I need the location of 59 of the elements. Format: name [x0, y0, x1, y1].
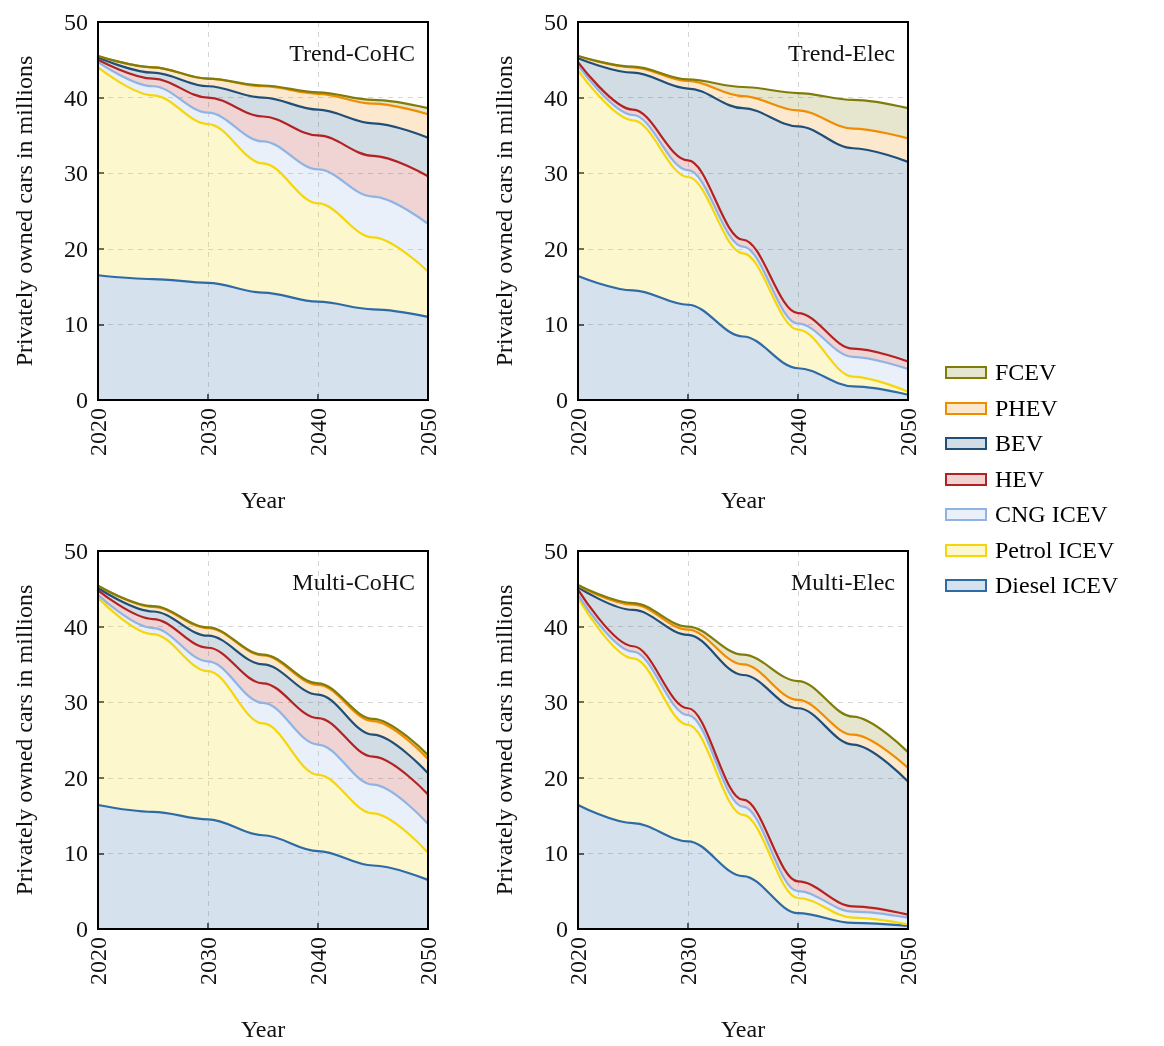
y-tick-label: 30	[544, 160, 568, 187]
y-tick-label: 10	[544, 311, 568, 338]
x-axis-title: Year	[720, 487, 766, 513]
x-axis-title: Year	[240, 487, 286, 513]
legend-label: CNG ICEV	[995, 500, 1108, 529]
y-tick-label: 20	[544, 235, 568, 262]
text: Multi-CoHC	[292, 569, 415, 595]
y-tick-label: 10	[64, 311, 88, 338]
legend-label: Petrol ICEV	[995, 535, 1115, 565]
y-tick-label: 20	[544, 764, 568, 791]
legend-label: FCEV	[995, 358, 1057, 387]
legend-label: BEV	[995, 429, 1043, 458]
x-tick-label: 2040	[305, 937, 331, 985]
y-axis-title: Privately owned cars in millions	[491, 584, 517, 896]
x-tick-label: 2050	[415, 937, 441, 985]
y-tick-label: 10	[544, 840, 568, 867]
x-tick-label: 2020	[565, 408, 591, 456]
y-tick-label: 0	[76, 916, 88, 942]
y-axis-title: Privately owned cars in millions	[491, 55, 517, 367]
y-tick-label: 50	[544, 538, 568, 564]
x-tick-label: 2020	[565, 937, 591, 985]
x-tick-label: 2020	[85, 408, 111, 456]
text: Multi-Elec	[791, 569, 895, 595]
y-tick-label: 50	[64, 538, 88, 564]
x-tick-label: 2040	[785, 408, 811, 456]
x-axis-title: Year	[240, 1016, 286, 1042]
y-tick-label: 50	[64, 9, 88, 35]
y-tick-label: 30	[64, 689, 88, 716]
y-tick-label: 0	[556, 916, 568, 942]
y-tick-label: 40	[64, 613, 88, 640]
x-tick-label: 2030	[675, 408, 701, 456]
y-tick-label: 40	[544, 84, 568, 111]
y-tick-label: 50	[544, 9, 568, 35]
x-tick-label: 2050	[415, 408, 441, 456]
y-tick-label: 0	[76, 387, 88, 413]
y-tick-label: 30	[544, 689, 568, 716]
x-tick-label: 2030	[675, 937, 701, 985]
y-axis-title: Privately owned cars in millions	[11, 55, 37, 367]
y-axis-title: Privately owned cars in millions	[11, 584, 37, 896]
y-tick-label: 0	[556, 387, 568, 413]
y-tick-label: 20	[64, 235, 88, 262]
legend-label: HEV	[995, 464, 1045, 494]
x-axis-title: Year	[720, 1016, 766, 1042]
text: Trend-Elec	[787, 40, 896, 66]
y-tick-label: 40	[64, 84, 88, 111]
y-tick-label: 10	[64, 840, 88, 867]
x-tick-label: 2030	[195, 937, 221, 985]
y-tick-label: 20	[64, 764, 88, 791]
y-tick-label: 30	[64, 160, 88, 187]
x-tick-label: 2020	[85, 937, 111, 985]
text: Trend-CoHC	[289, 40, 416, 66]
y-tick-label: 40	[544, 613, 568, 640]
x-tick-label: 2040	[785, 937, 811, 985]
x-tick-label: 2030	[195, 408, 221, 456]
legend-label: PHEV	[995, 393, 1058, 423]
x-tick-label: 2050	[895, 937, 921, 985]
x-tick-label: 2040	[305, 408, 331, 456]
x-tick-label: 2050	[895, 408, 921, 456]
legend-label: Diesel ICEV	[995, 571, 1119, 600]
